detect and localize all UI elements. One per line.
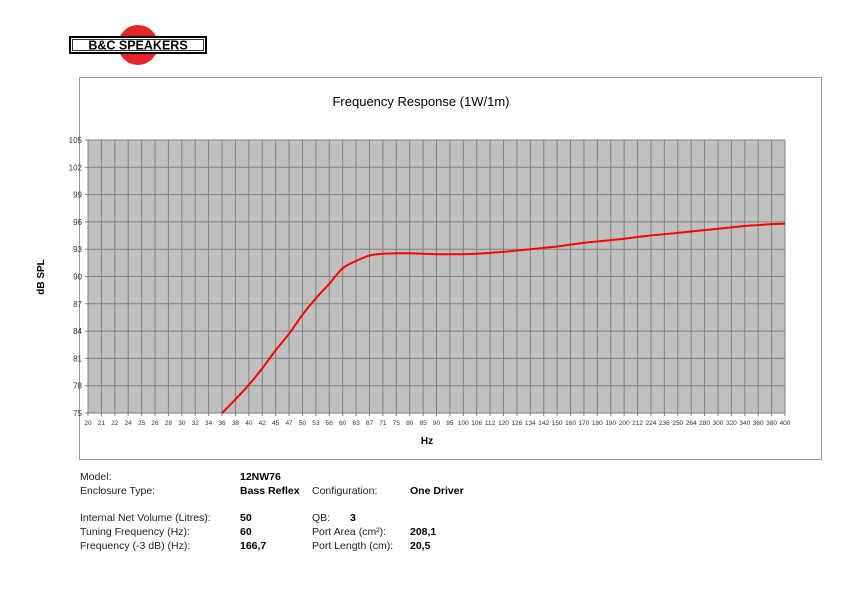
y-tick-label: 102 [69,163,83,172]
model-label: Model: [80,471,112,483]
port-area-value: 208,1 [410,526,437,538]
x-tick-label: 28 [165,420,173,427]
qb-label: QB: [312,512,331,524]
x-tick-label: 40 [245,420,253,427]
x-tick-label: 36 [218,420,226,427]
y-tick-label: 81 [73,354,82,363]
chart-title: Frequency Response (1W/1m) [332,94,509,109]
x-tick-label: 340 [739,420,750,427]
x-tick-label: 53 [312,420,320,427]
x-tick-label: 250 [672,420,683,427]
y-axis-label: dB SPL [36,259,47,295]
x-tick-label: 264 [686,420,697,427]
x-tick-label: 30 [178,420,186,427]
x-tick-label: 90 [433,420,441,427]
x-tick-label: 224 [646,420,657,427]
x-tick-label: 236 [659,420,670,427]
x-tick-label: 190 [605,420,616,427]
port-length-label: Port Length (cm): [312,540,394,552]
x-tick-label: 150 [552,420,563,427]
tuning-value: 60 [240,526,252,538]
x-tick-label: 42 [259,420,267,427]
series-line [221,222,786,414]
y-tick-label: 87 [73,300,82,309]
volume-label: Internal Net Volume (Litres): [80,512,211,524]
y-axis-ticks: 105 102 99 96 93 90 87 84 81 78 75 [69,136,83,418]
chart-frame [79,77,822,460]
x-tick-label: 212 [632,420,643,427]
x-tick-label: 142 [538,420,549,427]
x-tick-label: 26 [151,420,159,427]
y-tick-label: 75 [73,409,82,418]
y-tick-label: 84 [73,327,82,336]
x-tick-label: 280 [699,420,710,427]
x-tick-label: 32 [192,420,200,427]
x-tick-label: 60 [339,420,347,427]
x-tick-label: 180 [592,420,603,427]
x-axis-ticks: 20 21 22 24 25 26 28 30 32 34 36 38 40 42 45 47 50 53 56 60… [84,420,790,427]
svg-text:B&C SPEAKERS: B&C SPEAKERS [88,39,187,53]
enclosure-value: Bass Reflex [240,485,300,497]
x-tick-label: 100 [458,420,469,427]
x-tick-label: 56 [326,420,334,427]
x-tick-label: 45 [272,420,280,427]
x-tick-label: 320 [726,420,737,427]
y-tick-label: 99 [73,191,82,200]
x-axis-label: Hz [421,436,433,447]
x-tick-label: 22 [111,420,119,427]
x-tick-label: 95 [446,420,454,427]
x-tick-label: 20 [84,420,92,427]
x-tick-label: 80 [406,420,414,427]
x-tick-label: 67 [366,420,374,427]
x-tick-label: 134 [525,420,536,427]
x-tick-label: 47 [285,420,293,427]
x-tick-label: 106 [471,420,482,427]
x-tick-label: 63 [352,420,360,427]
x-tick-label: 25 [138,420,146,427]
model-value: 12NW76 [240,471,281,483]
f3-label: Frequency (-3 dB) (Hz): [80,540,191,552]
volume-value: 50 [240,512,252,524]
x-tick-label: 34 [205,420,213,427]
enclosure-label: Enclosure Type: [80,485,156,497]
x-tick-label: 112 [485,420,496,427]
y-tick-label: 90 [73,273,82,282]
x-tick-label: 85 [419,420,427,427]
bc-speakers-logo: B&C SPEAKERS [69,25,207,65]
x-tick-label: 120 [498,420,509,427]
x-tick-label: 126 [511,420,522,427]
x-tick-label: 200 [619,420,630,427]
y-tick-label: 78 [73,382,82,391]
configuration-value: One Driver [410,485,464,497]
configuration-label: Configuration: [312,485,378,497]
x-tick-label: 160 [565,420,576,427]
y-tick-label: 93 [73,245,82,254]
x-tick-label: 38 [232,420,240,427]
tuning-label: Tuning Frequency (Hz): [80,526,190,538]
x-tick-label: 75 [393,420,401,427]
x-tick-label: 300 [713,420,724,427]
x-tick-label: 400 [780,420,791,427]
grid [85,139,786,416]
y-tick-label: 105 [69,136,83,145]
x-tick-label: 71 [379,420,387,427]
port-length-value: 20,5 [410,540,431,552]
x-tick-label: 360 [753,420,764,427]
x-tick-label: 50 [299,420,307,427]
qb-value: 3 [350,512,356,524]
x-tick-label: 380 [766,420,777,427]
x-tick-label: 24 [125,420,133,427]
x-tick-label: 21 [98,420,106,427]
y-tick-label: 96 [73,218,82,227]
port-area-label: Port Area (cm²): [312,526,387,538]
x-tick-label: 170 [579,420,590,427]
f3-value: 166,7 [240,540,267,552]
